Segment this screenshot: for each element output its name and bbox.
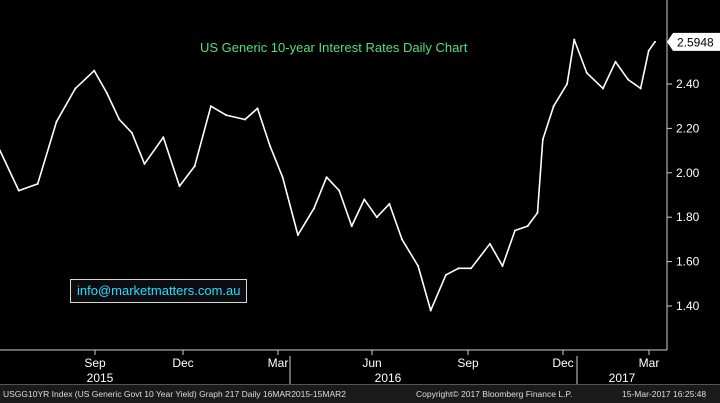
yield-point: [55, 120, 58, 123]
yield-point: [313, 207, 316, 210]
yield-point: [281, 176, 284, 179]
yield-point: [526, 225, 529, 228]
y-tick-label: 1.60: [676, 255, 700, 269]
yield-point: [338, 189, 341, 192]
yield-point: [243, 118, 246, 121]
yield-point: [363, 198, 366, 201]
yield-point: [74, 87, 77, 90]
y-axis-ticks: 2.40 2.20 2.00 1.80 1.60 1.40: [667, 77, 700, 313]
yield-point: [639, 87, 642, 90]
last-value-marker: 2.5948: [667, 32, 720, 51]
yield-point: [514, 229, 517, 232]
y-tick-label: 2.00: [676, 166, 700, 180]
x-year-label: 2015: [87, 371, 114, 384]
yield-point: [585, 71, 588, 74]
last-value-box: [667, 32, 720, 51]
yield-point: [541, 138, 544, 141]
x-axis-ticks: Sep Dec Mar Jun Sep Dec Mar 2015 2016 2017: [84, 350, 659, 384]
yield-point: [417, 265, 420, 268]
yield-point: [488, 242, 491, 245]
yield-point: [296, 233, 299, 236]
last-value-label: 2.5948: [677, 35, 714, 49]
yield-point: [256, 107, 259, 110]
x-month-label: Sep: [84, 356, 106, 370]
yield-point: [17, 189, 20, 192]
yield-point: [350, 225, 353, 228]
yield-point: [470, 267, 473, 270]
yield-point: [654, 40, 656, 43]
x-year-label: 2017: [609, 371, 636, 384]
yield-point: [93, 69, 96, 72]
x-year-label: 2016: [375, 371, 402, 384]
yield-point: [269, 145, 272, 148]
yield-point: [627, 78, 630, 81]
yield-point: [375, 216, 378, 219]
x-month-label: Sep: [457, 356, 479, 370]
x-month-label: Dec: [552, 356, 573, 370]
yield-point: [105, 91, 108, 94]
y-tick-label: 2.20: [676, 121, 700, 135]
yield-point: [536, 211, 539, 214]
yield-point: [647, 49, 650, 52]
yield-point: [444, 273, 447, 276]
yield-point: [501, 265, 504, 268]
yield-point: [130, 131, 133, 134]
yield-point: [193, 165, 196, 168]
yield-line: [0, 38, 656, 312]
plot-area: [0, 38, 656, 312]
y-tick-label: 1.80: [676, 210, 700, 224]
footer-timestamp: 15-Mar-2017 16:25:48: [622, 389, 707, 399]
x-month-label: Mar: [268, 356, 289, 370]
yield-point: [118, 118, 121, 121]
yield-point: [162, 136, 165, 139]
x-month-label: Mar: [639, 356, 660, 370]
yield-point: [225, 114, 228, 117]
x-month-label: Jun: [362, 356, 381, 370]
yield-point: [573, 38, 576, 41]
yield-point: [400, 238, 403, 241]
footer-security-info: USGG10YR Index (US Generic Govt 10 Year …: [3, 389, 347, 399]
yield-point: [388, 202, 391, 205]
yield-point: [325, 176, 328, 179]
yield-point: [552, 105, 555, 108]
footer-copyright: Copyright© 2017 Bloomberg Finance L.P.: [416, 389, 573, 399]
yield-point: [36, 182, 39, 185]
yield-point: [429, 309, 432, 312]
watermark-email: info@marketmatters.com.au: [70, 279, 248, 303]
x-month-label: Dec: [172, 356, 193, 370]
yield-point: [457, 267, 460, 270]
price-chart: 2.402.202.001.801.601.40 Sep Dec Mar Jun Sep…: [0, 0, 720, 384]
yield-point: [209, 105, 212, 108]
yield-point: [0, 149, 1, 152]
y-tick-label: 1.40: [676, 299, 700, 313]
yield-point: [601, 87, 604, 90]
y-tick-label: 2.40: [676, 77, 700, 91]
footer-bar: USGG10YR Index (US Generic Govt 10 Year …: [0, 384, 720, 403]
yield-point: [614, 60, 617, 63]
yield-point: [143, 162, 146, 165]
yield-point: [178, 185, 181, 188]
chart-title: US Generic 10-year Interest Rates Daily …: [200, 40, 468, 55]
yield-point: [566, 83, 569, 85]
